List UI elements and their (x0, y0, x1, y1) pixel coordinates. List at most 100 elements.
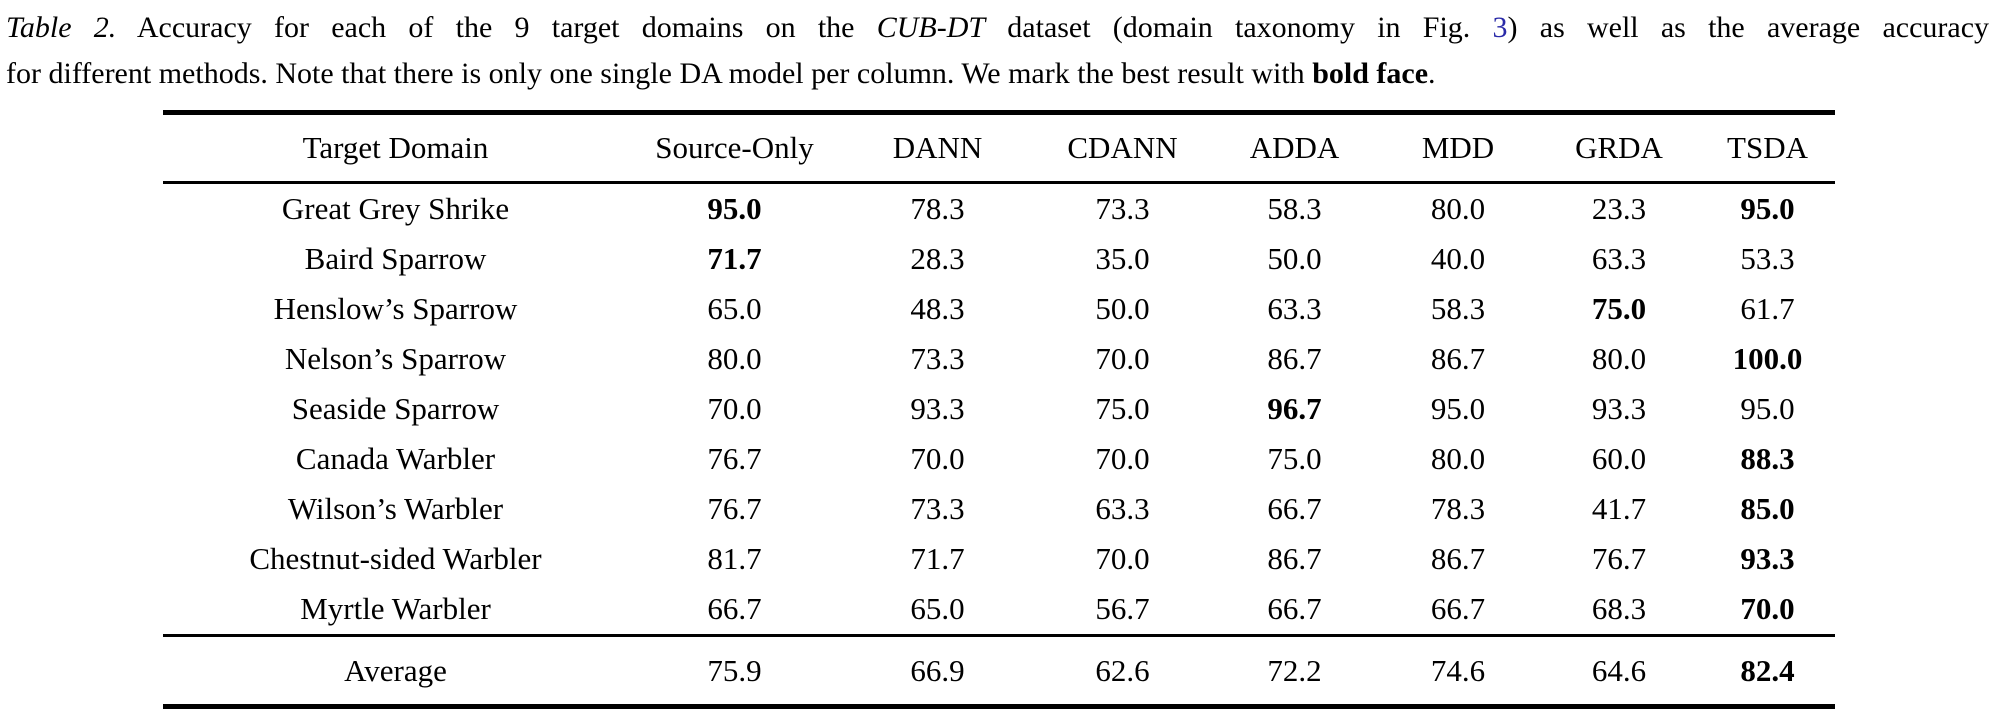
row-label: Henslow’s Sparrow (273, 291, 518, 326)
accuracy-cell: 95.0 (707, 191, 762, 226)
accuracy-cell: 28.3 (910, 241, 965, 276)
accuracy-cell: 73.3 (910, 341, 965, 376)
average-cell: 66.9 (841, 634, 1034, 707)
table-row: Baird Sparrow 71.7 28.3 35.0 50.0 40.0 6… (163, 234, 1835, 284)
accuracy-cell: 58.3 (1430, 291, 1486, 326)
row-label: Canada Warbler (295, 441, 496, 476)
accuracy-cell: 58.3 (1267, 191, 1322, 226)
accuracy-cell: 93.3 (1591, 391, 1647, 426)
table-row: Nelson’s Sparrow 80.0 73.3 70.0 86.7 86.… (163, 334, 1835, 384)
table-row: Canada Warbler 76.7 70.0 70.0 75.0 80.0 … (163, 434, 1835, 484)
accuracy-cell: 56.7 (1095, 591, 1150, 626)
accuracy-cell: 73.3 (1095, 191, 1150, 226)
accuracy-cell: 40.0 (1430, 241, 1486, 276)
table-row: Seaside Sparrow 70.0 93.3 75.0 96.7 95.0… (163, 384, 1835, 434)
header-row: Target Domain Source-Only DANN CDANN ADD… (163, 112, 1835, 184)
accuracy-cell: 80.0 (707, 341, 762, 376)
accuracy-cell: 78.3 (910, 191, 965, 226)
col-header-target-domain: Target Domain (163, 112, 628, 184)
col-header-source-only: Source-Only (628, 112, 841, 184)
accuracy-cell: 63.3 (1591, 241, 1647, 276)
accuracy-cell: 71.7 (707, 241, 762, 276)
accuracy-cell: 70.0 (707, 391, 762, 426)
accuracy-cell: 53.3 (1740, 241, 1795, 276)
table-row: Wilson’s Warbler 76.7 73.3 63.3 66.7 78.… (163, 484, 1835, 534)
accuracy-cell: 68.3 (1591, 591, 1647, 626)
caption-text: ) as well as the average accuracy (1507, 11, 1990, 44)
table-label: Table 2. (6, 11, 117, 44)
col-header-adda: ADDA (1211, 112, 1378, 184)
accuracy-cell: 95.0 (1740, 391, 1795, 426)
accuracy-cell: 70.0 (1095, 441, 1150, 476)
accuracy-cell: 96.7 (1267, 391, 1322, 426)
average-cell: 72.2 (1211, 634, 1378, 707)
table-body: Great Grey Shrike 95.0 78.3 73.3 58.3 80… (163, 183, 1835, 636)
accuracy-cell: 41.7 (1591, 491, 1647, 526)
accuracy-cell: 61.7 (1740, 291, 1795, 326)
table-row: Myrtle Warbler 66.7 65.0 56.7 66.7 66.7 … (163, 584, 1835, 636)
accuracy-cell: 66.7 (1267, 591, 1322, 626)
row-label: Great Grey Shrike (281, 191, 510, 226)
accuracy-cell: 23.3 (1591, 191, 1647, 226)
accuracy-cell: 70.0 (910, 441, 965, 476)
bold-face-phrase: bold face (1312, 57, 1429, 90)
accuracy-cell: 80.0 (1430, 191, 1486, 226)
row-label: Nelson’s Sparrow (284, 341, 507, 376)
table-footer: Average 75.9 66.9 62.6 72.2 74.6 64.6 82… (163, 634, 1835, 707)
table-caption: Table 2. Accuracy for each of the 9 targ… (6, 5, 1989, 97)
table-header: Target Domain Source-Only DANN CDANN ADD… (163, 112, 1835, 184)
caption-text: for different methods. Note that there i… (6, 57, 1313, 90)
accuracy-cell: 76.7 (1591, 541, 1647, 576)
accuracy-cell: 75.0 (1267, 441, 1322, 476)
col-header-grda: GRDA (1538, 112, 1700, 184)
row-label: Myrtle Warbler (300, 591, 491, 626)
accuracy-cell: 100.0 (1732, 341, 1803, 376)
accuracy-cell: 48.3 (910, 291, 965, 326)
accuracy-cell: 86.7 (1430, 341, 1486, 376)
average-cell: 62.6 (1034, 634, 1211, 707)
table-row: Great Grey Shrike 95.0 78.3 73.3 58.3 80… (163, 183, 1835, 235)
col-header-dann: DANN (841, 112, 1034, 184)
accuracy-cell: 50.0 (1095, 291, 1150, 326)
accuracy-cell: 78.3 (1430, 491, 1486, 526)
accuracy-cell: 60.0 (1591, 441, 1647, 476)
accuracy-cell: 63.3 (1095, 491, 1150, 526)
accuracy-cell: 75.0 (1095, 391, 1150, 426)
caption-text: Accuracy for each of the 9 target domain… (116, 11, 877, 44)
accuracy-cell: 86.7 (1267, 341, 1322, 376)
accuracy-cell: 70.0 (1095, 341, 1150, 376)
accuracy-cell: 73.3 (910, 491, 965, 526)
accuracy-cell: 86.7 (1267, 541, 1322, 576)
average-cell: 74.6 (1378, 634, 1538, 707)
accuracy-cell: 80.0 (1430, 441, 1486, 476)
accuracy-cell: 93.3 (910, 391, 965, 426)
accuracy-cell: 70.0 (1740, 591, 1795, 626)
col-header-mdd: MDD (1378, 112, 1538, 184)
col-header-cdann: CDANN (1034, 112, 1211, 184)
accuracy-cell: 81.7 (707, 541, 762, 576)
accuracy-cell: 80.0 (1591, 341, 1647, 376)
accuracy-cell: 85.0 (1740, 491, 1795, 526)
accuracy-cell: 86.7 (1430, 541, 1486, 576)
caption-text: . (1428, 57, 1436, 90)
row-label: Chestnut-sided Warbler (249, 541, 542, 576)
accuracy-cell: 95.0 (1430, 391, 1486, 426)
results-table: Target Domain Source-Only DANN CDANN ADD… (163, 110, 1835, 709)
accuracy-cell: 75.0 (1591, 291, 1647, 326)
table-row: Chestnut-sided Warbler 81.7 71.7 70.0 86… (163, 534, 1835, 584)
accuracy-cell: 50.0 (1267, 241, 1322, 276)
caption-text: dataset (domain taxonomy in Fig. (985, 11, 1493, 44)
accuracy-cell: 76.7 (707, 441, 762, 476)
row-label-average: Average (163, 634, 628, 707)
accuracy-cell: 35.0 (1095, 241, 1150, 276)
caption-line-2: for different methods. Note that there i… (6, 51, 1989, 97)
accuracy-cell: 63.3 (1267, 291, 1322, 326)
accuracy-cell: 66.7 (1267, 491, 1322, 526)
average-cell: 82.4 (1700, 634, 1835, 707)
accuracy-cell: 70.0 (1095, 541, 1150, 576)
accuracy-cell: 65.0 (707, 291, 762, 326)
row-label: Wilson’s Warbler (287, 491, 504, 526)
accuracy-cell: 66.7 (707, 591, 762, 626)
dataset-name: CUB-DT (876, 11, 986, 44)
figure-reference-link[interactable]: 3 (1492, 11, 1508, 44)
